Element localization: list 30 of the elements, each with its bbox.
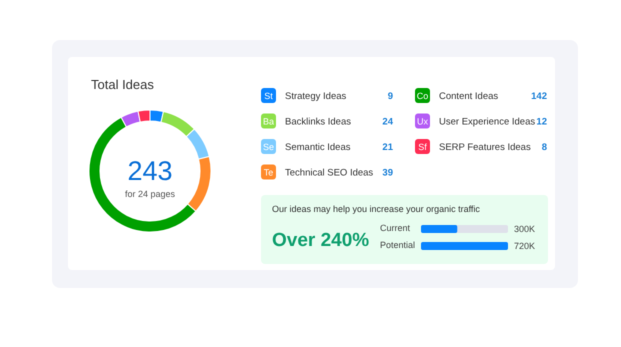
- data-label: 39: [382, 168, 393, 178]
- legend-label: SERP Features Ideas: [439, 142, 531, 153]
- legend-label: Backlinks Ideas: [285, 116, 352, 128]
- text: 243: [127, 156, 173, 186]
- chart-title: Our ideas may help you increase your organic traffic: [272, 204, 480, 214]
- text: Co: [416, 91, 428, 101]
- chart-title: Total Ideas: [91, 77, 154, 92]
- text: Ba: [262, 116, 274, 126]
- data-label: 12: [536, 116, 547, 128]
- y-tick-label: Current: [380, 223, 411, 233]
- text: Se: [262, 142, 274, 152]
- legend-label: Semantic Ideas: [285, 142, 351, 153]
- text: Te: [264, 168, 274, 178]
- data-label: 24: [382, 116, 394, 128]
- data-label: 8: [542, 142, 547, 153]
- legend-label: Content Ideas: [439, 91, 498, 102]
- data-label: 21: [382, 142, 394, 153]
- legend-label: User Experience Ideas: [439, 116, 536, 128]
- data-label: 142: [531, 91, 547, 102]
- text: Ux: [417, 116, 428, 126]
- text: Sf: [418, 142, 428, 152]
- legend-label: Strategy Ideas: [285, 91, 347, 102]
- text: Over 240%: [272, 230, 370, 251]
- legend-label: Technical SEO Ideas: [285, 168, 374, 178]
- y-tick-label: Potential: [380, 240, 416, 250]
- text: St: [264, 91, 274, 101]
- data-label: 720K: [514, 241, 536, 251]
- data-label: 300K: [514, 224, 536, 234]
- text: for 24 pages: [124, 189, 176, 199]
- data-label: 9: [388, 91, 393, 102]
